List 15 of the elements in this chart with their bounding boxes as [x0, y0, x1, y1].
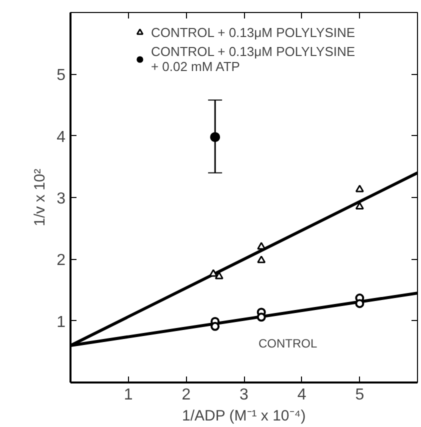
legend-label: CONTROL + 0.13μM POLYLYSINE	[150, 24, 356, 40]
x-tick-label: 4	[297, 386, 306, 404]
x-tick-label: 2	[182, 386, 191, 404]
y-tick-label: 5	[56, 67, 66, 84]
x-tick-label: 5	[355, 386, 364, 404]
annotation: CONTROL	[258, 336, 318, 350]
y-axis-title: 1/v x 10²	[32, 168, 49, 226]
y-tick-label: 1	[56, 314, 66, 331]
y-tick-label: 2	[56, 252, 66, 270]
y-tick-label: 4	[56, 128, 66, 146]
legend-label: CONTROL + 0.13μM POLYLYSINE + 0.02 mM ATP	[150, 44, 356, 74]
x-axis-title: 1/ADP (M⁻¹ x 10⁻⁴)	[182, 408, 306, 424]
x-tick-label: 3	[240, 386, 249, 404]
x-tick-label: 1	[124, 386, 133, 404]
y-tick-label: 3	[56, 190, 66, 208]
